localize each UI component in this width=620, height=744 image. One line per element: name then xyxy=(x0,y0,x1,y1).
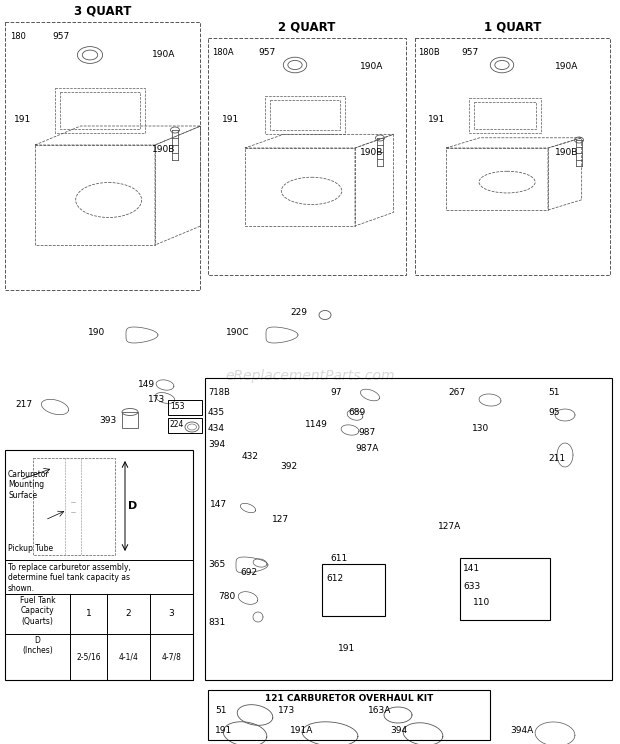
Text: 127: 127 xyxy=(272,515,289,524)
Text: 163A: 163A xyxy=(368,706,391,715)
Bar xyxy=(265,96,345,134)
Bar xyxy=(205,378,612,680)
Text: 718B: 718B xyxy=(208,388,230,397)
Text: 173: 173 xyxy=(278,706,295,715)
Text: 153: 153 xyxy=(170,402,185,411)
Text: 365: 365 xyxy=(208,560,225,569)
Text: 190A: 190A xyxy=(152,50,175,59)
Text: 692: 692 xyxy=(240,568,257,577)
Text: 217: 217 xyxy=(15,400,32,409)
Text: 987A: 987A xyxy=(355,444,378,453)
Text: eReplacementParts.com: eReplacementParts.com xyxy=(225,369,395,382)
Bar xyxy=(122,412,138,428)
Text: 110: 110 xyxy=(473,598,490,607)
Bar xyxy=(55,88,145,132)
Text: 191A: 191A xyxy=(290,726,313,735)
Text: 190A: 190A xyxy=(360,62,383,71)
Text: 180A: 180A xyxy=(212,48,234,57)
Bar xyxy=(5,22,200,290)
Text: 97: 97 xyxy=(330,388,342,397)
Bar xyxy=(168,400,202,415)
Text: 190C: 190C xyxy=(226,328,249,337)
Text: 147: 147 xyxy=(210,500,227,509)
Text: 191: 191 xyxy=(222,115,239,124)
Text: 127A: 127A xyxy=(438,522,461,531)
Text: 149: 149 xyxy=(138,380,155,389)
Text: 191: 191 xyxy=(14,115,31,124)
Text: Carburetor
Mounting
Surface: Carburetor Mounting Surface xyxy=(8,470,50,500)
Text: D: D xyxy=(128,501,137,511)
Text: 4-1/4: 4-1/4 xyxy=(118,652,138,661)
Text: 141: 141 xyxy=(463,564,480,573)
Bar xyxy=(415,38,610,275)
Text: 4-7/8: 4-7/8 xyxy=(162,652,182,661)
Text: 3: 3 xyxy=(169,609,174,618)
Text: 394: 394 xyxy=(390,726,407,735)
Text: 51: 51 xyxy=(548,388,559,397)
Text: Fuel Tank
Capacity
(Quarts): Fuel Tank Capacity (Quarts) xyxy=(20,596,55,626)
Text: 2-5/16: 2-5/16 xyxy=(76,652,101,661)
Bar xyxy=(208,38,406,275)
Text: 180B: 180B xyxy=(418,48,440,57)
Bar xyxy=(33,458,115,555)
Text: 1: 1 xyxy=(86,609,91,618)
Text: 394A: 394A xyxy=(510,726,533,735)
Text: 191: 191 xyxy=(428,115,445,124)
Text: 95: 95 xyxy=(548,408,559,417)
Text: 392: 392 xyxy=(280,462,297,471)
Text: 190: 190 xyxy=(88,328,105,337)
Text: 957: 957 xyxy=(258,48,275,57)
Bar xyxy=(208,690,490,740)
Text: 267: 267 xyxy=(448,388,465,397)
Text: 130: 130 xyxy=(472,424,489,433)
Text: To replace carburetor assembly,
determine fuel tank capacity as
shown.: To replace carburetor assembly, determin… xyxy=(8,563,131,593)
Text: 394: 394 xyxy=(208,440,225,449)
Text: 689: 689 xyxy=(348,408,365,417)
Text: 190B: 190B xyxy=(152,145,175,154)
Bar xyxy=(474,101,536,129)
Text: 190B: 190B xyxy=(555,148,578,157)
Text: Pickup Tube: Pickup Tube xyxy=(8,544,53,553)
Text: 1 QUART: 1 QUART xyxy=(484,20,541,33)
Text: 2 QUART: 2 QUART xyxy=(278,20,335,33)
Bar xyxy=(469,97,541,132)
Bar xyxy=(60,92,140,129)
Text: 957: 957 xyxy=(461,48,478,57)
Text: 191: 191 xyxy=(215,726,232,735)
Text: 780: 780 xyxy=(218,592,235,601)
Text: 611: 611 xyxy=(330,554,347,563)
Text: 190A: 190A xyxy=(555,62,578,71)
Bar xyxy=(460,558,550,620)
Text: 211: 211 xyxy=(548,454,565,463)
Text: 191: 191 xyxy=(338,644,355,653)
Text: 190B: 190B xyxy=(360,148,383,157)
Bar xyxy=(5,450,193,680)
Text: 434: 434 xyxy=(208,424,225,433)
Text: 3 QUART: 3 QUART xyxy=(74,4,131,17)
Text: 229: 229 xyxy=(290,308,307,317)
Text: 612: 612 xyxy=(326,574,343,583)
Text: 435: 435 xyxy=(208,408,225,417)
Text: 121 CARBURETOR OVERHAUL KIT: 121 CARBURETOR OVERHAUL KIT xyxy=(265,694,433,703)
Text: 51: 51 xyxy=(215,706,226,715)
Text: 180: 180 xyxy=(10,32,26,41)
Bar xyxy=(322,564,385,616)
Text: D
(Inches): D (Inches) xyxy=(22,636,53,655)
Bar xyxy=(168,418,202,433)
Text: 987: 987 xyxy=(358,428,375,437)
Text: 432: 432 xyxy=(242,452,259,461)
Text: 224: 224 xyxy=(170,420,184,429)
Text: 831: 831 xyxy=(208,618,225,627)
Text: 957: 957 xyxy=(52,32,69,41)
Bar xyxy=(270,100,340,130)
Text: 633: 633 xyxy=(463,582,480,591)
Text: 1149: 1149 xyxy=(305,420,328,429)
Text: 173: 173 xyxy=(148,395,166,404)
Text: 393: 393 xyxy=(99,416,117,425)
Text: 2: 2 xyxy=(126,609,131,618)
